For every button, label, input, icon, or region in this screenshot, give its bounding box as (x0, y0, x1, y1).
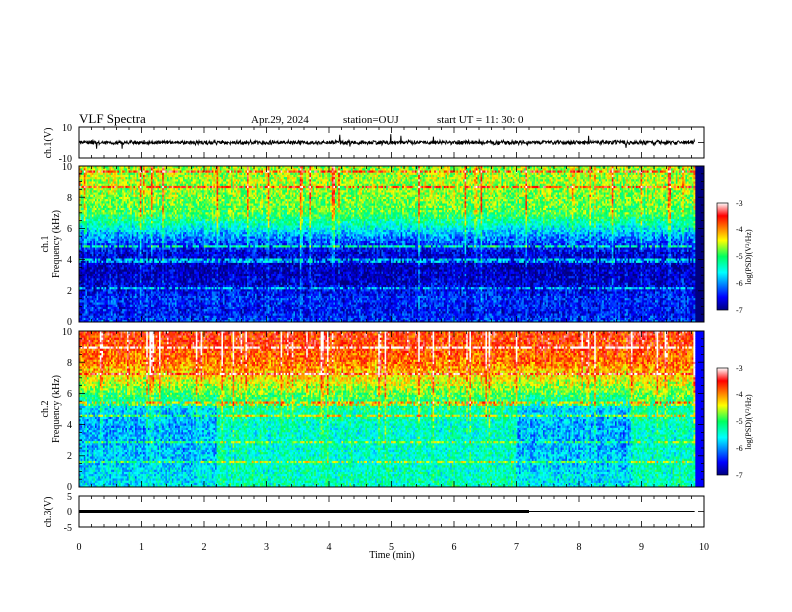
ch1-waveform-ylabel: ch.1(V) (43, 128, 54, 159)
header: VLF Spectra Apr.29, 2024 station=OUJ sta… (79, 111, 524, 126)
ch1-waveform-panel: 10 -10 ch.1(V) (43, 123, 704, 165)
date-label: Apr.29, 2024 (251, 114, 309, 126)
start-ut-label: start UT = 11: 30: 0 (437, 114, 524, 126)
ch1-spectrogram-cells (79, 166, 695, 322)
station-label: station=OUJ (343, 114, 399, 126)
ch1-ytick-top: 10 (62, 123, 72, 134)
ch1-spectrogram-panel: 0 2 4 6 8 10 ch.1Frequency (kHz) -3 -4 -… (40, 162, 753, 328)
figure-title: VLF Spectra (79, 111, 146, 126)
